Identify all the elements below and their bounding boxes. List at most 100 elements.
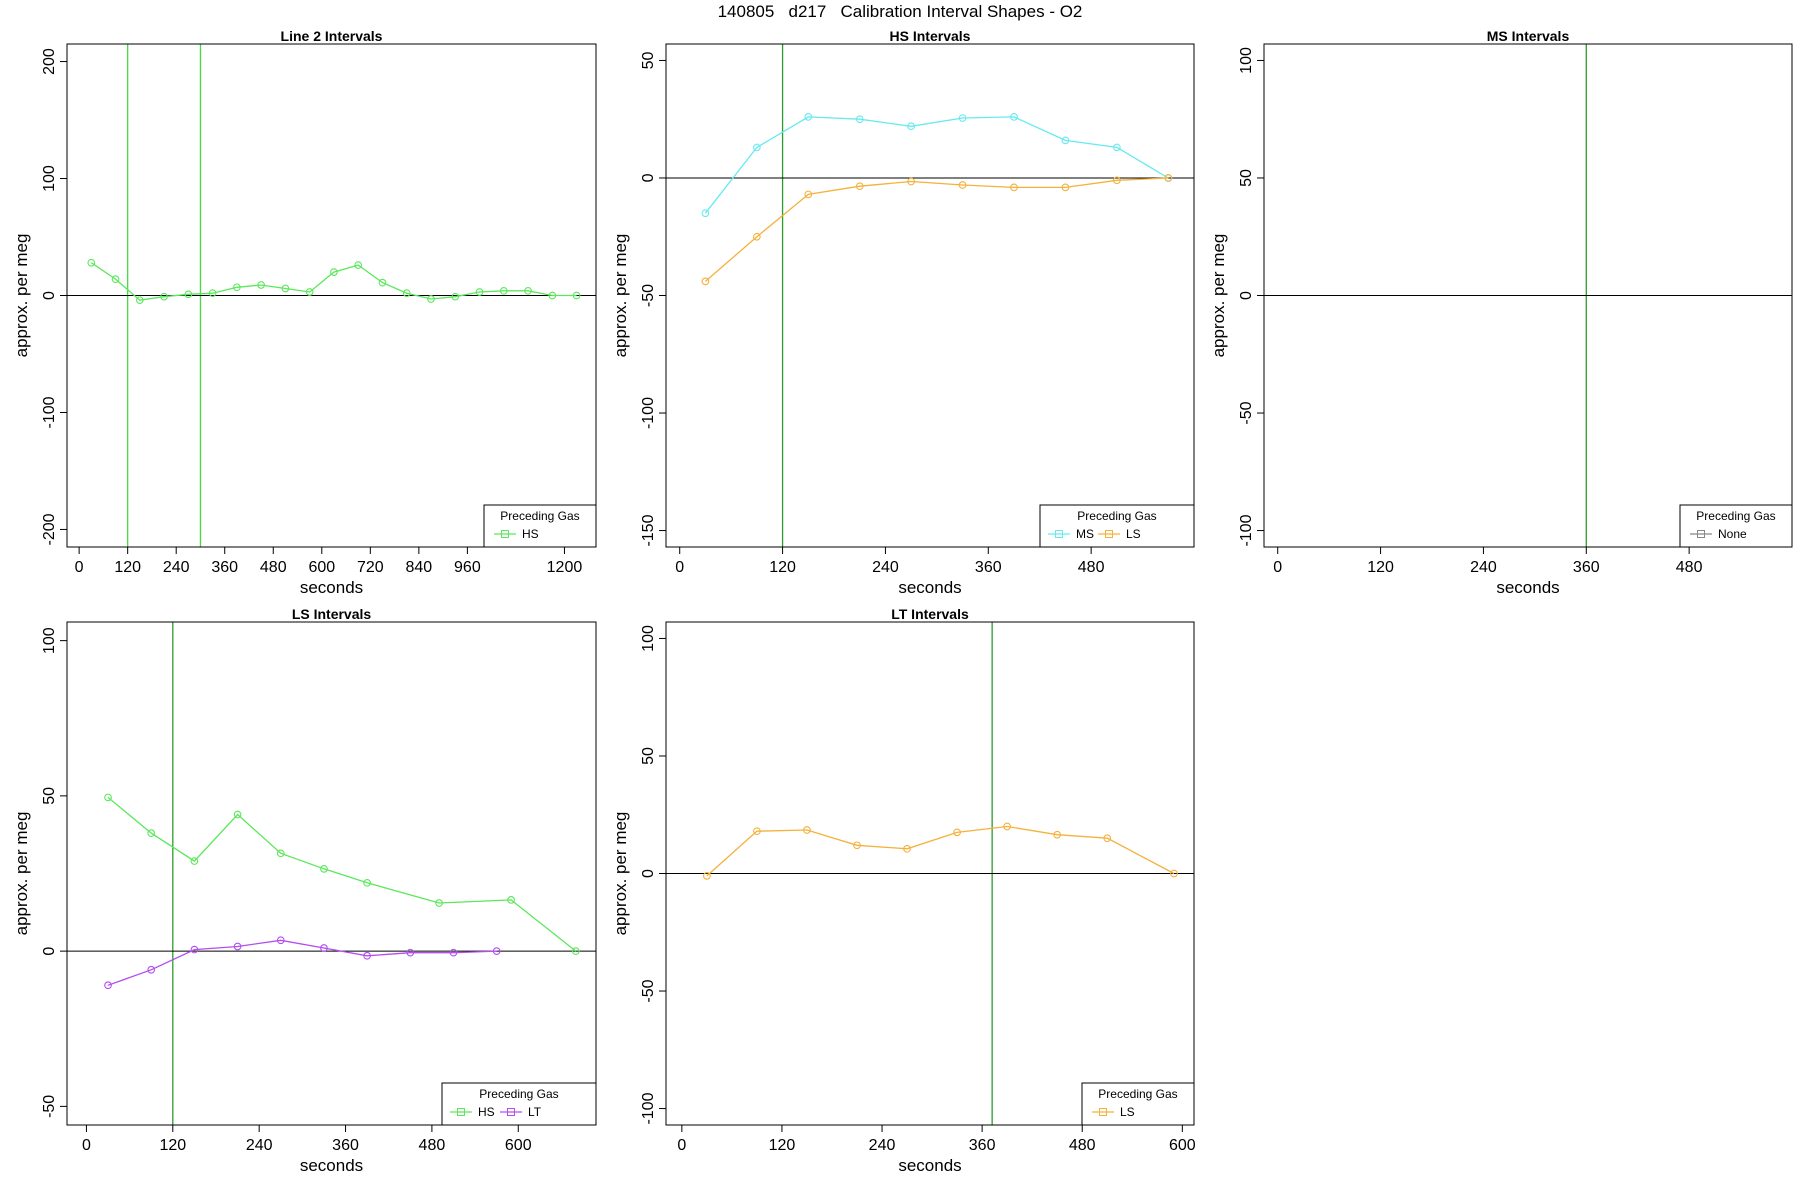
data-point-MS xyxy=(907,122,915,131)
legend-entry-HS: HS xyxy=(522,527,539,541)
data-point-LT xyxy=(147,965,156,974)
y-tick-label: 50 xyxy=(1238,169,1255,187)
y-axis-label: approx. per meg xyxy=(12,234,31,358)
data-point-MS xyxy=(958,114,967,122)
x-tick-label: 0 xyxy=(675,559,684,576)
data-point-LS xyxy=(753,827,761,836)
data-point-LT xyxy=(320,944,328,952)
y-tick-label: 100 xyxy=(41,165,58,192)
data-point-HS xyxy=(320,864,328,873)
x-tick-label: 120 xyxy=(114,559,141,576)
data-point-HS xyxy=(281,284,290,293)
data-point-HS xyxy=(571,947,580,955)
data-point-HS xyxy=(104,793,112,802)
x-tick-label: 120 xyxy=(769,559,796,576)
legend-title: Preceding Gas xyxy=(500,509,579,523)
chart-title: MS Intervals xyxy=(1487,28,1570,44)
data-point-HS xyxy=(111,275,120,283)
x-tick-label: 360 xyxy=(969,1137,996,1154)
chart-panel-2: HS Intervals 0 120 240 360 480 seconds -150 -100… xyxy=(611,28,1195,597)
legend: Preceding Gas MS LS xyxy=(1039,504,1195,548)
y-tick-label: -50 xyxy=(640,979,657,1002)
x-tick-label: 480 xyxy=(1069,1137,1096,1154)
x-tick-label: 480 xyxy=(1078,559,1105,576)
data-point-LS xyxy=(907,177,915,186)
data-point-HS xyxy=(548,291,557,300)
y-tick-label: 0 xyxy=(41,291,58,300)
y-axis-label: approx. per meg xyxy=(611,812,630,936)
y-axis-label: approx. per meg xyxy=(12,812,31,936)
data-point-LT xyxy=(104,981,112,990)
data-point-HS xyxy=(87,258,96,267)
legend-entry-MS: MS xyxy=(1076,527,1094,541)
data-point-HS xyxy=(160,292,168,301)
data-point-LT xyxy=(406,948,415,957)
main-title: 140805 d217 Calibration Interval Shapes … xyxy=(717,2,1083,21)
data-point-LS xyxy=(703,872,711,880)
data-point-HS xyxy=(276,849,285,858)
chart-title: Line 2 Intervals xyxy=(281,28,383,44)
data-point-HS xyxy=(190,857,199,865)
data-point-LT xyxy=(492,947,501,955)
plot-frame xyxy=(665,43,1195,548)
series-line-HS xyxy=(90,262,577,301)
y-tick-label: -50 xyxy=(1238,401,1255,424)
x-tick-label: 240 xyxy=(869,1137,896,1154)
data-point-LS xyxy=(853,841,861,850)
data-point-HS xyxy=(524,286,532,295)
x-tick-label: 0 xyxy=(677,1137,686,1154)
y-tick-label: 50 xyxy=(640,747,657,765)
x-tick-label: 120 xyxy=(769,1137,796,1154)
legend: Preceding Gas HS xyxy=(483,504,597,548)
chart-title: HS Intervals xyxy=(890,28,971,44)
plot-frame xyxy=(66,621,597,1126)
y-tick-label: 100 xyxy=(640,625,657,652)
y-tick-label: -100 xyxy=(41,396,58,428)
legend-entry-None: None xyxy=(1718,527,1747,541)
data-point-HS xyxy=(435,899,443,907)
y-tick-label: 100 xyxy=(41,627,58,654)
data-point-LS xyxy=(958,181,967,189)
legend-swatch-marker xyxy=(1105,530,1113,538)
y-axis-label: approx. per meg xyxy=(1209,234,1228,358)
data-point-LS xyxy=(1010,183,1018,192)
data-point-MS xyxy=(753,143,761,152)
data-point-HS xyxy=(475,288,484,296)
x-axis-label: seconds xyxy=(898,578,961,597)
data-point-HS xyxy=(402,289,411,298)
legend-entry-LS: LS xyxy=(1126,527,1141,541)
legend-swatch-marker xyxy=(457,1108,465,1116)
x-tick-label: 600 xyxy=(308,559,335,576)
chart-title: LT Intervals xyxy=(891,606,969,622)
x-axis-label: seconds xyxy=(300,578,363,597)
x-tick-label: 360 xyxy=(332,1137,359,1154)
x-tick-label: 120 xyxy=(159,1137,186,1154)
data-point-LS xyxy=(803,826,811,834)
data-point-MS xyxy=(701,209,710,218)
data-point-MS xyxy=(1010,113,1018,121)
x-axis-label: seconds xyxy=(1496,578,1559,597)
y-tick-label: 0 xyxy=(41,947,58,956)
data-point-HS xyxy=(499,286,508,295)
legend-box xyxy=(1679,504,1793,548)
data-point-MS xyxy=(1061,136,1070,145)
data-point-HS xyxy=(354,261,363,269)
legend-box xyxy=(483,504,597,548)
data-point-LS xyxy=(1103,834,1112,843)
x-tick-label: 1200 xyxy=(547,559,583,576)
x-tick-label: 840 xyxy=(406,559,433,576)
data-point-HS xyxy=(147,829,156,837)
x-tick-label: 360 xyxy=(975,559,1002,576)
data-point-LT xyxy=(233,942,242,951)
y-tick-label: 100 xyxy=(1238,47,1255,74)
series-line-LT xyxy=(107,939,497,986)
data-point-LS xyxy=(1053,830,1062,839)
x-tick-label: 480 xyxy=(260,559,287,576)
legend-swatch-marker xyxy=(1099,1108,1107,1116)
data-point-LS xyxy=(1113,176,1121,185)
data-point-LS xyxy=(855,182,864,191)
data-point-LS xyxy=(953,828,961,837)
data-point-HS xyxy=(378,278,387,287)
legend-entry-HS: HS xyxy=(478,1105,495,1119)
x-axis-label: seconds xyxy=(898,1156,961,1175)
